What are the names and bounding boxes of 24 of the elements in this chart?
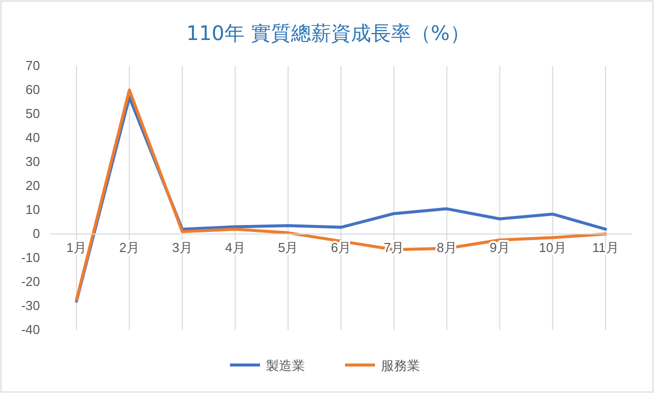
legend-label: 服務業 <box>381 359 420 374</box>
y-tick-label: 30 <box>26 154 40 170</box>
x-tick-label: 10月 <box>538 240 566 256</box>
legend-label: 製造業 <box>266 359 305 374</box>
x-tick-label: 2月 <box>119 240 140 256</box>
x-tick-label: 5月 <box>278 240 298 256</box>
y-tick-label: -20 <box>21 274 40 290</box>
y-tick-label: 20 <box>26 178 40 194</box>
x-tick-label: 4月 <box>225 240 246 256</box>
y-tick-label: 10 <box>26 202 40 218</box>
y-tick-label: 0 <box>32 226 40 242</box>
y-tick-label: -40 <box>21 322 40 338</box>
x-tick-label: 9月 <box>490 240 510 256</box>
chart-title: 110年 實質總薪資成長率（%） <box>186 21 470 45</box>
x-tick-label: 6月 <box>330 240 352 256</box>
y-tick-label: 60 <box>26 82 40 98</box>
y-tick-label: 50 <box>26 106 40 122</box>
y-tick-label: -30 <box>21 298 40 314</box>
y-tick-label: 70 <box>26 58 40 74</box>
x-tick-label: 3月 <box>172 240 192 256</box>
y-tick-label: -10 <box>21 250 40 266</box>
x-tick-label: 11月 <box>592 240 619 256</box>
x-tick-label: 1月 <box>66 240 87 256</box>
y-tick-label: 40 <box>26 130 40 146</box>
